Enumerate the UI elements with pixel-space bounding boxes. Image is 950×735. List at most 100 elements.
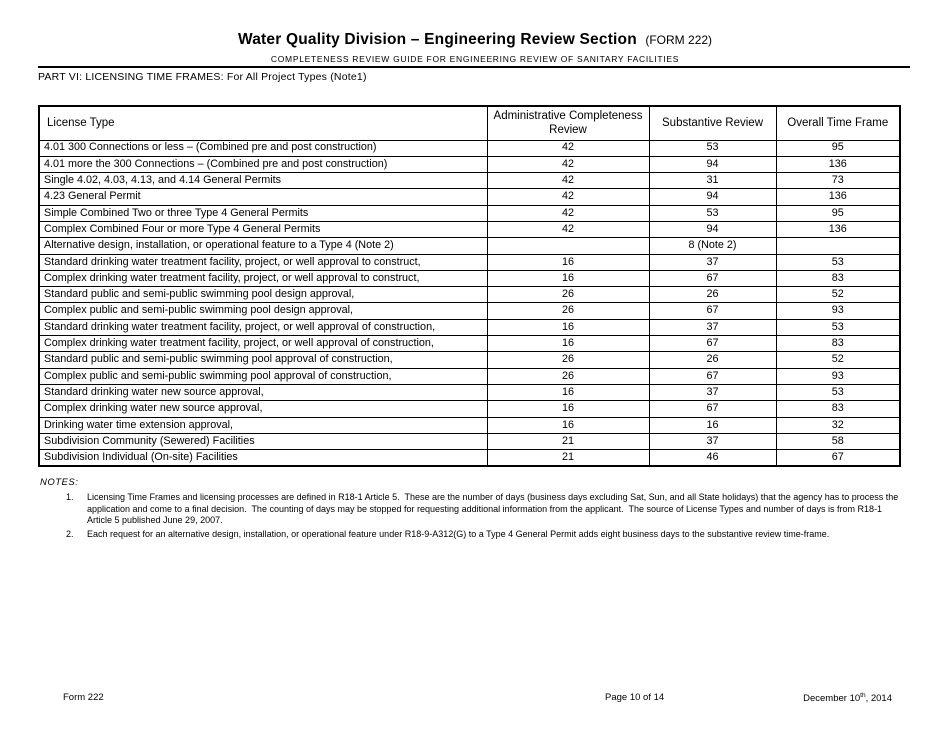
license-type-cell: Subdivision Community (Sewered) Faciliti… <box>38 432 488 451</box>
license-type-cell: Complex Combined Four or more Type 4 Gen… <box>38 220 488 239</box>
license-type-cell: Standard drinking water treatment facili… <box>38 253 488 271</box>
days-value-cell: 16 <box>648 416 777 434</box>
days-value-cell: 67 <box>648 269 777 288</box>
table-row: Single 4.02, 4.03, 4.13, and 4.14 Genera… <box>38 172 901 190</box>
license-type-cell: Standard public and semi-public swimming… <box>38 286 488 304</box>
days-value-cell: 42 <box>486 188 650 206</box>
license-type-cell: Complex drinking water treatment facilit… <box>38 335 488 353</box>
days-value-cell: 53 <box>775 383 901 402</box>
table-header-row: License Type Administrative Completeness… <box>38 105 901 141</box>
footer-date-suffix: , 2014 <box>865 693 892 705</box>
days-value-cell: 16 <box>486 383 650 402</box>
note-number: 1. <box>66 492 74 502</box>
license-type-cell: Simple Combined Two or three Type 4 Gene… <box>38 204 488 222</box>
days-value-cell: 95 <box>775 139 901 157</box>
col-header-overall-time-frame: Overall Time Frame <box>775 105 901 141</box>
days-value-cell: 37 <box>648 318 777 337</box>
footer-date-ordinal: th <box>860 692 866 699</box>
days-value-cell: 16 <box>486 269 650 288</box>
days-value-cell: 53 <box>775 253 901 271</box>
days-value-cell: 46 <box>648 449 777 467</box>
col-header-substantive-review: Substantive Review <box>648 105 777 141</box>
days-value-cell: 93 <box>775 367 901 385</box>
form-number-label: (FORM 222) <box>645 33 713 47</box>
license-type-cell: 4.01 more the 300 Connections – (Combine… <box>38 155 488 174</box>
days-value-cell: 8 (Note 2) <box>648 237 777 255</box>
license-type-cell: 4.01 300 Connections or less – (Combined… <box>38 139 488 157</box>
col-header-license-type: License Type <box>38 105 488 141</box>
days-value-cell: 58 <box>775 432 901 451</box>
table-row: Simple Combined Two or three Type 4 Gene… <box>38 204 901 222</box>
days-value-cell: 26 <box>648 286 777 304</box>
table-row: Drinking water time extension approval, 1… <box>38 416 901 434</box>
license-type-cell: 4.23 General Permit <box>38 188 488 206</box>
days-value-cell: 136 <box>775 155 901 174</box>
table-row: Subdivision Community (Sewered) Faciliti… <box>38 432 901 451</box>
part-vi-heading: PART VI: LICENSING TIME FRAMES: For All … <box>38 71 367 83</box>
footer-date: December 10th, 2014 <box>803 692 892 704</box>
days-value-cell: 52 <box>775 351 901 369</box>
days-value-cell: 94 <box>648 188 777 206</box>
table-row: 4.01 more the 300 Connections – (Combine… <box>38 155 901 174</box>
days-value-cell: 42 <box>486 139 650 157</box>
col-header-admin-completeness-review: Administrative Completeness Review <box>486 105 650 141</box>
document-title: Water Quality Division – Engineering Rev… <box>0 31 950 49</box>
table-row: Complex public and semi-public swimming … <box>38 367 901 385</box>
notes-list: 1. Licensing Time Frames and licensing pr… <box>40 492 908 540</box>
days-value-cell: 21 <box>486 432 650 451</box>
document-subtitle: COMPLETENESS REVIEW GUIDE FOR ENGINEERIN… <box>270 54 680 64</box>
days-value-cell: 31 <box>648 172 777 190</box>
days-value-cell: 16 <box>486 318 650 337</box>
license-type-cell: Subdivision Individual (On-site) Facilit… <box>38 449 488 467</box>
days-value-cell: 42 <box>486 220 650 239</box>
days-value-cell: 67 <box>775 449 901 467</box>
license-type-cell: Complex drinking water new source approv… <box>38 400 488 418</box>
days-value-cell: 21 <box>486 449 650 467</box>
days-value-cell: 53 <box>648 204 777 222</box>
table-row: Complex drinking water treatment facilit… <box>38 335 901 353</box>
days-value-cell: 52 <box>775 286 901 304</box>
license-table-body: 4.01 300 Connections or less – (Combined… <box>38 139 901 467</box>
days-value-cell: 94 <box>648 155 777 174</box>
table-row: Complex drinking water treatment facilit… <box>38 269 901 288</box>
days-value-cell: 16 <box>486 400 650 418</box>
table-row: Standard public and semi-public swimming… <box>38 286 901 304</box>
note-text: Licensing Time Frames and licensing proc… <box>87 492 901 525</box>
license-type-cell: Standard public and semi-public swimming… <box>38 351 488 369</box>
license-type-cell: Drinking water time extension approval, <box>38 416 488 434</box>
notes-section: NOTES: 1. Licensing Time Frames and licen… <box>40 477 908 542</box>
days-value-cell: 16 <box>486 335 650 353</box>
days-value-cell: 136 <box>775 188 901 206</box>
table-row: Complex Combined Four or more Type 4 Gen… <box>38 220 901 239</box>
note-text: Each request for an alternative design, … <box>87 528 830 539</box>
days-value-cell: 67 <box>648 400 777 418</box>
days-value-cell: 94 <box>648 220 777 239</box>
days-value-cell: 16 <box>486 416 650 434</box>
days-value-cell: 26 <box>648 351 777 369</box>
license-type-cell: Complex public and semi-public swimming … <box>38 302 488 320</box>
days-value-cell: 26 <box>486 286 650 304</box>
license-type-cell: Complex public and semi-public swimming … <box>38 367 488 385</box>
days-value-cell: 83 <box>775 400 901 418</box>
days-value-cell: 95 <box>775 204 901 222</box>
days-value-cell <box>775 237 901 255</box>
table-row: Subdivision Individual (On-site) Facilit… <box>38 449 901 467</box>
title-text: Water Quality Division – Engineering Rev… <box>237 31 637 48</box>
license-type-cell: Standard drinking water new source appro… <box>38 383 488 402</box>
header-divider <box>38 66 910 68</box>
days-value-cell: 37 <box>648 253 777 271</box>
table-row: Complex public and semi-public swimming … <box>38 302 901 320</box>
license-type-cell: Single 4.02, 4.03, 4.13, and 4.14 Genera… <box>38 172 488 190</box>
days-value-cell: 16 <box>486 253 650 271</box>
days-value-cell: 26 <box>486 367 650 385</box>
days-value-cell <box>486 237 650 255</box>
days-value-cell: 136 <box>775 220 901 239</box>
license-type-cell: Standard drinking water treatment facili… <box>38 318 488 337</box>
days-value-cell: 83 <box>775 269 901 288</box>
table-row: Standard drinking water new source appro… <box>38 383 901 402</box>
days-value-cell: 67 <box>648 335 777 353</box>
table-row: Complex drinking water new source approv… <box>38 400 901 418</box>
note-number: 2. <box>66 528 74 539</box>
days-value-cell: 93 <box>775 302 901 320</box>
